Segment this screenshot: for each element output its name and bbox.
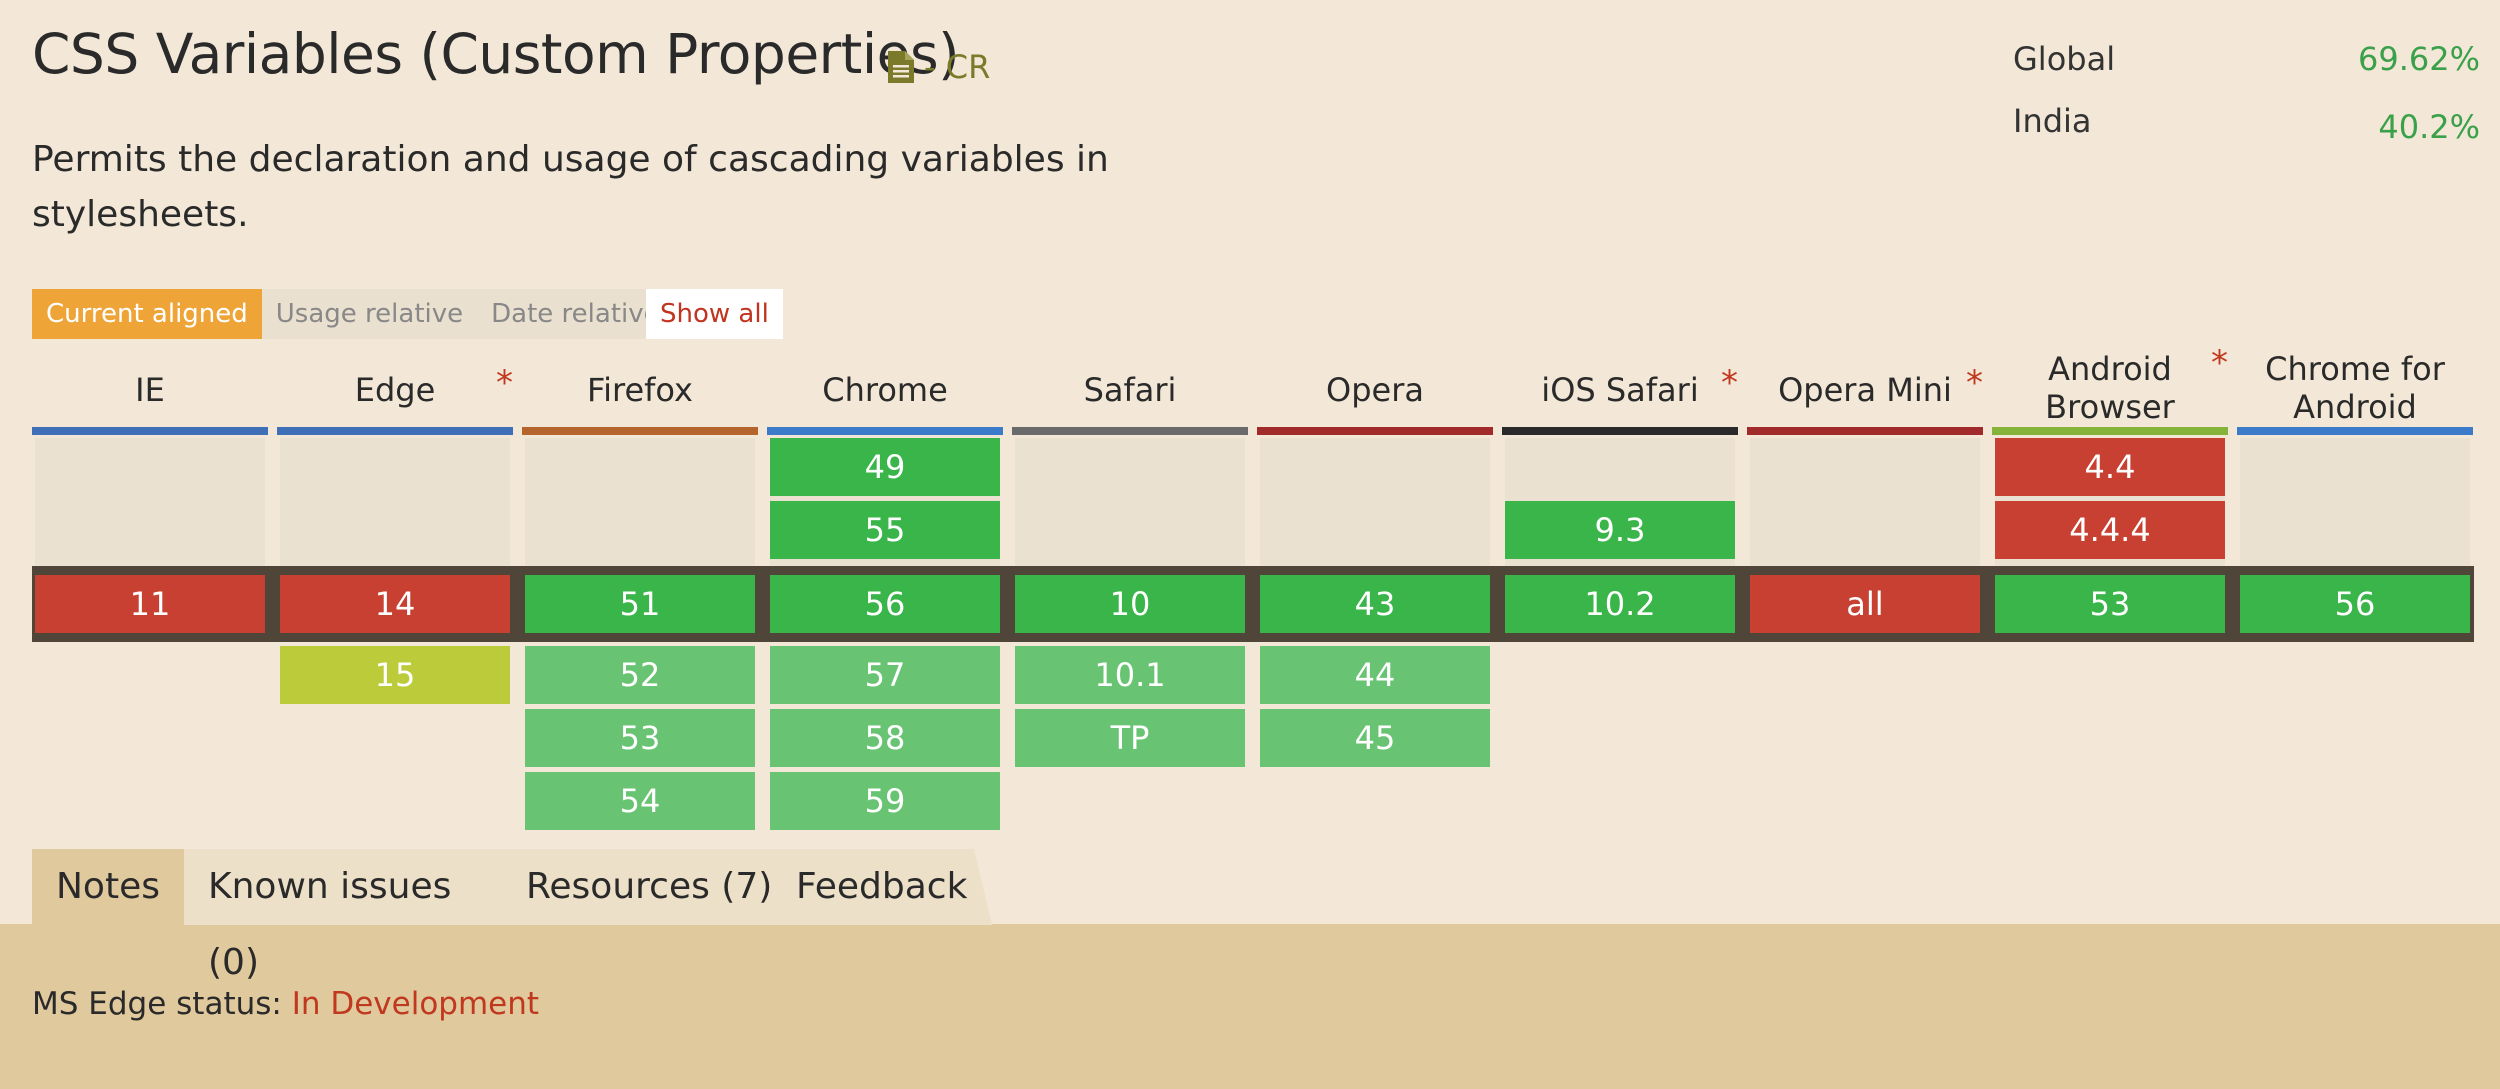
tab-resources[interactable]: Resources (7) — [502, 849, 796, 925]
browser-name: Chrome for Android — [2265, 350, 2445, 426]
past-versions-area — [35, 438, 265, 566]
feature-description: Permits the declaration and usage of cas… — [32, 139, 1109, 235]
usage-stats: Global 69.62% India 40.2% — [2013, 40, 2480, 164]
browser-header-android-browser: Android Browser * — [1992, 344, 2228, 426]
browser-name: Opera Mini — [1778, 371, 1952, 409]
browser-header-ios-safari: iOS Safari * — [1502, 364, 1738, 410]
future-version-cell[interactable]: 44 — [1260, 646, 1490, 704]
past-versions-area — [1015, 438, 1245, 566]
tab-feedback[interactable]: Feedback — [772, 849, 992, 925]
usage-india[interactable]: India 40.2% — [2013, 102, 2480, 164]
date-relative-button[interactable]: Date relative — [477, 289, 674, 339]
browser-color-bar — [1502, 427, 1738, 435]
current-aligned-button[interactable]: Current aligned — [32, 289, 262, 339]
notes-text: MS Edge status: In Development — [32, 986, 539, 1022]
browser-name: Edge — [354, 371, 436, 409]
usage-label: India — [2013, 102, 2092, 140]
future-version-cell[interactable]: 10.1 — [1015, 646, 1245, 704]
show-all-button[interactable]: Show all — [646, 289, 783, 339]
note-asterisk-icon[interactable]: * — [1966, 363, 1983, 403]
current-version-cell[interactable]: 51 — [525, 575, 755, 633]
browser-color-bar — [1257, 427, 1493, 435]
future-version-cell[interactable]: 54 — [525, 772, 755, 830]
view-mode-toggle: Current aligned Usage relative Date rela… — [32, 289, 674, 339]
future-version-cell[interactable]: 59 — [770, 772, 1000, 830]
past-versions-area — [280, 438, 510, 566]
spec-status[interactable]: - CR — [888, 48, 990, 86]
future-version-cell[interactable]: TP — [1015, 709, 1245, 767]
tab-notes[interactable]: Notes — [32, 849, 210, 925]
browser-header-chrome-for-android: Chrome for Android — [2237, 350, 2473, 426]
note-asterisk-icon[interactable]: * — [2211, 343, 2228, 383]
page-title: CSS Variables (Custom Properties) — [32, 22, 960, 86]
future-version-cell[interactable]: 45 — [1260, 709, 1490, 767]
browser-color-bar — [1012, 427, 1248, 435]
version-cell[interactable]: 9.3 — [1505, 501, 1735, 559]
browser-header-opera-mini: Opera Mini * — [1747, 364, 1983, 410]
future-version-cell[interactable]: 58 — [770, 709, 1000, 767]
support-table: IE 11 Edge * 14 15 Firefox 51 52 53 54 Chrome 49 55 56… — [32, 0, 2474, 1089]
usage-value: 69.62% — [2357, 40, 2480, 78]
browser-header-firefox: Firefox — [522, 370, 758, 410]
usage-label: Global — [2013, 40, 2116, 78]
browser-name: Firefox — [587, 371, 693, 409]
version-cell[interactable]: 55 — [770, 501, 1000, 559]
browser-header-chrome: Chrome — [767, 370, 1003, 410]
current-version-cell[interactable]: 14 — [280, 575, 510, 633]
browser-color-bar — [32, 427, 268, 435]
edge-status-link[interactable]: In Development — [291, 986, 540, 1022]
past-versions-area — [1260, 438, 1490, 566]
past-versions-area — [525, 438, 755, 566]
browser-name: Chrome — [822, 371, 948, 409]
browser-color-bar — [522, 427, 758, 435]
browser-name: Safari — [1083, 371, 1177, 409]
note-asterisk-icon[interactable]: * — [496, 363, 513, 403]
current-version-cell[interactable]: 53 — [1995, 575, 2225, 633]
browser-name: iOS Safari — [1541, 371, 1699, 409]
browser-name: Android Browser — [2045, 350, 2175, 426]
current-version-cell[interactable]: 56 — [2240, 575, 2470, 633]
note-asterisk-icon[interactable]: * — [1721, 363, 1738, 403]
spec-status-label: - CR — [924, 48, 991, 86]
current-version-cell[interactable]: 43 — [1260, 575, 1490, 633]
browser-header-safari: Safari — [1012, 370, 1248, 410]
browser-color-bar — [277, 427, 513, 435]
future-version-cell[interactable]: 52 — [525, 646, 755, 704]
document-icon — [888, 51, 914, 83]
version-cell[interactable]: 4.4.4 — [1995, 501, 2225, 559]
current-version-cell[interactable]: 56 — [770, 575, 1000, 633]
edge-status-label: MS Edge status: — [32, 986, 282, 1022]
past-versions-area — [2240, 438, 2470, 566]
usage-global: Global 69.62% — [2013, 40, 2480, 102]
usage-relative-button[interactable]: Usage relative — [261, 289, 478, 339]
current-version-cell[interactable]: 10.2 — [1505, 575, 1735, 633]
future-version-cell[interactable]: 53 — [525, 709, 755, 767]
browser-name: Opera — [1326, 371, 1424, 409]
tab-known-issues[interactable]: Known issues (0) — [184, 849, 526, 983]
usage-value: 40.2% — [2378, 108, 2480, 146]
browser-header-opera: Opera — [1257, 370, 1493, 410]
current-version-cell[interactable]: all — [1750, 575, 1980, 633]
browser-header-ie: IE — [32, 370, 268, 410]
version-cell[interactable]: 49 — [770, 438, 1000, 496]
browser-header-edge: Edge * — [277, 364, 513, 410]
past-versions-area — [1750, 438, 1980, 566]
current-version-cell[interactable]: 11 — [35, 575, 265, 633]
future-version-cell[interactable]: 57 — [770, 646, 1000, 704]
browser-name: IE — [135, 371, 165, 409]
browser-color-bar — [2237, 427, 2473, 435]
browser-color-bar — [1992, 427, 2228, 435]
notes-panel: MS Edge status: In Development — [0, 924, 2500, 1089]
browser-color-bar — [767, 427, 1003, 435]
future-version-cell[interactable]: 15 — [280, 646, 510, 704]
browser-color-bar — [1747, 427, 1983, 435]
current-version-cell[interactable]: 10 — [1015, 575, 1245, 633]
version-cell[interactable]: 4.4 — [1995, 438, 2225, 496]
